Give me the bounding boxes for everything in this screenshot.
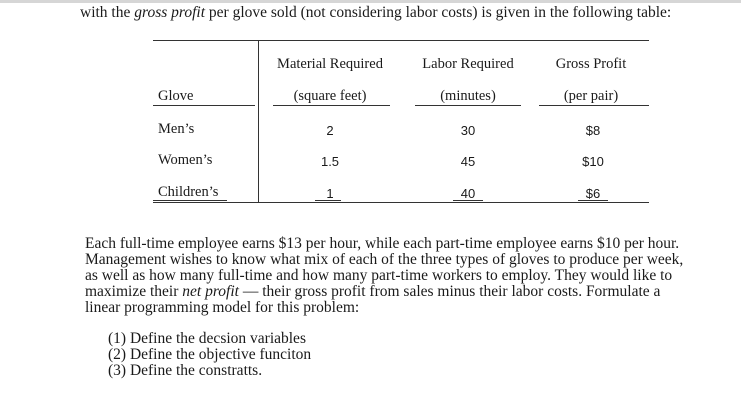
paragraph-line: linear programming model for this proble… — [85, 299, 360, 316]
table-bottom-rule — [153, 202, 649, 203]
intro-text-after: per glove sold (not considering labor co… — [205, 4, 672, 21]
row-childrens-profit: $6 — [585, 186, 601, 201]
row-glove-womens: Women’s — [158, 152, 213, 168]
row-mens-material: 2 — [326, 123, 334, 138]
glove-table: Material Required Labor Required Gross P… — [153, 40, 649, 203]
task-item: (2) Define the objective funciton — [108, 346, 312, 363]
row-mens-labor: 30 — [460, 123, 476, 138]
paragraph-line: as well as how many full-time and how ma… — [85, 267, 673, 284]
row-womens-profit: $10 — [582, 154, 604, 169]
paragraph-text: — their gross profit from sales minus th… — [238, 283, 661, 300]
paragraph-text: maximize their — [85, 283, 183, 300]
row-womens-material: 1.5 — [320, 154, 340, 169]
header-underline-profit — [539, 105, 649, 106]
header-underline-glove — [153, 105, 255, 106]
table-top-rule — [153, 40, 649, 41]
paragraph-line: Management wishes to know what mix of ea… — [85, 251, 684, 268]
row-underline-profit — [578, 200, 608, 201]
header-underline-labor — [415, 105, 521, 106]
header-underline-material — [273, 105, 390, 106]
header-glove: Glove — [158, 88, 194, 104]
row-underline-glove — [153, 200, 227, 201]
header-material-line2: (square feet) — [293, 88, 367, 104]
header-labor-line2: (minutes) — [440, 88, 496, 104]
task-item: (1) Define the decsion variables — [108, 330, 306, 347]
header-profit-line1: Gross Profit — [555, 56, 627, 72]
row-childrens-labor: 40 — [460, 186, 476, 201]
row-underline-material — [315, 200, 341, 201]
task-list: (1) Define the decsion variables (2) Def… — [108, 331, 311, 379]
header-labor-line1: Labor Required — [422, 56, 514, 72]
header-material-line1: Material Required — [277, 56, 383, 72]
row-underline-labor — [453, 200, 483, 201]
top-divider — [0, 0, 741, 3]
paragraph-line: maximize their net profit — their gross … — [85, 284, 725, 300]
row-womens-labor: 45 — [460, 154, 476, 169]
net-profit-emphasis: net profit — [182, 283, 239, 300]
header-profit-line2: (per pair) — [563, 88, 619, 104]
row-glove-mens: Men’s — [158, 121, 195, 137]
row-childrens-material: 1 — [326, 186, 334, 201]
problem-paragraph: Each full-time employee earns $13 per ho… — [85, 236, 725, 316]
paragraph-line: Each full-time employee earns $13 per ho… — [85, 235, 680, 252]
intro-sentence: with the gross profit per glove sold (no… — [80, 3, 671, 23]
intro-text-before: with the — [80, 4, 135, 21]
row-glove-childrens: Children’s — [158, 184, 219, 200]
task-item: (3) Define the constratts. — [108, 362, 263, 379]
intro-emphasis: gross profit — [134, 4, 206, 21]
table-column-divider — [258, 40, 259, 203]
row-mens-profit: $8 — [585, 123, 601, 138]
